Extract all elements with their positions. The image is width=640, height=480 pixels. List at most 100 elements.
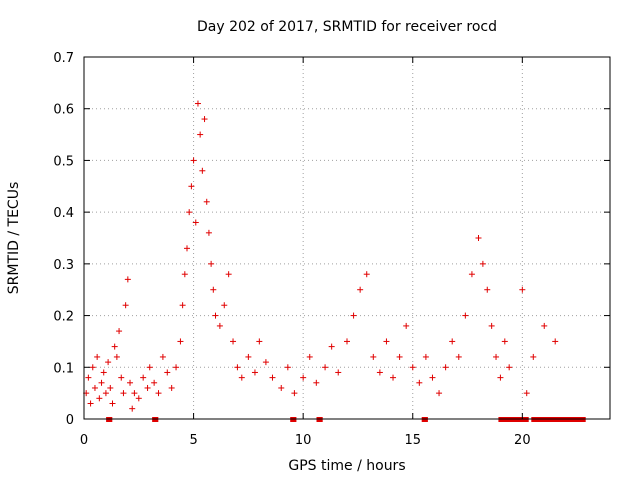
- data-point: [94, 353, 101, 360]
- data-point: [173, 364, 180, 371]
- data-point: [109, 400, 116, 407]
- data-point: [234, 364, 241, 371]
- data-point: [475, 235, 482, 241]
- data-point: [151, 379, 158, 386]
- data-point: [493, 353, 500, 360]
- data-point: [238, 374, 245, 381]
- data-point: [98, 379, 105, 386]
- data-point: [164, 369, 171, 376]
- data-point: [131, 390, 138, 397]
- data-point: [462, 312, 469, 319]
- data-point: [501, 338, 508, 345]
- x-tick-label: 15: [404, 433, 421, 448]
- data-point: [245, 353, 252, 360]
- data-point: [194, 100, 201, 107]
- data-point: [390, 374, 397, 381]
- chart-title: Day 202 of 2017, SRMTID for receiver roc…: [197, 19, 497, 35]
- data-point: [184, 245, 191, 252]
- data-point: [129, 405, 136, 412]
- data-point: [107, 384, 114, 391]
- data-point: [221, 302, 228, 309]
- data-point: [111, 343, 118, 350]
- data-point: [328, 343, 335, 350]
- data-point: [91, 384, 98, 391]
- data-point: [210, 286, 217, 293]
- data-point: [436, 390, 443, 397]
- x-tick-label: 0: [80, 433, 88, 448]
- data-point: [479, 260, 486, 267]
- data-point: [190, 157, 197, 164]
- data-point: [519, 286, 526, 293]
- data-point: [216, 322, 223, 329]
- data-point: [201, 116, 208, 123]
- data-point: [449, 338, 456, 345]
- y-tick-label: 0.2: [53, 310, 74, 325]
- data-point: [497, 374, 504, 381]
- data-point: [230, 338, 237, 345]
- data-point: [530, 353, 537, 360]
- data-point: [159, 353, 166, 360]
- data-point: [409, 364, 416, 371]
- data-point: [85, 374, 92, 381]
- y-tick-label: 0.4: [53, 206, 74, 221]
- data-point: [89, 364, 96, 371]
- data-point: [422, 353, 429, 360]
- data-point: [127, 379, 134, 386]
- data-point: [552, 338, 559, 345]
- data-point: [144, 384, 151, 391]
- data-point: [541, 322, 548, 329]
- data-point: [96, 395, 103, 402]
- data-point: [256, 338, 263, 345]
- data-point: [300, 374, 307, 381]
- data-point: [344, 338, 350, 345]
- data-point: [335, 369, 342, 376]
- data-point: [350, 312, 357, 319]
- axis-ticks: 0 5 10 15 20 0 0.1 0.2 0.3 0.4 0.5 0.6 0.7: [53, 51, 610, 448]
- plot-frame: [83, 56, 611, 420]
- data-point: [357, 286, 364, 293]
- data-point: [168, 384, 175, 391]
- data-point: [122, 302, 129, 309]
- data-point: [113, 353, 120, 360]
- data-point: [363, 271, 370, 278]
- data-point: [188, 183, 195, 190]
- data-point: [181, 271, 188, 278]
- data-point: [442, 364, 449, 371]
- data-point: [116, 328, 123, 335]
- data-point: [396, 353, 403, 360]
- data-point: [278, 384, 285, 391]
- data-point: [484, 286, 491, 293]
- data-point: [262, 359, 269, 366]
- data-point: [105, 359, 112, 366]
- data-point: [118, 374, 125, 381]
- data-point: [124, 276, 131, 283]
- data-point: [370, 353, 377, 360]
- data-point: [284, 364, 291, 371]
- data-point: [225, 271, 232, 278]
- data-point: [177, 338, 184, 345]
- data-point: [251, 369, 258, 376]
- x-tick-label: 10: [295, 433, 312, 448]
- data-point: [208, 260, 215, 267]
- data-point: [87, 400, 94, 407]
- data-point: [403, 322, 410, 329]
- data-point: [186, 209, 193, 216]
- y-tick-label: 0: [66, 413, 74, 428]
- y-tick-label: 0.3: [53, 258, 74, 273]
- x-tick-label: 5: [189, 433, 197, 448]
- data-point: [313, 379, 320, 386]
- data-point: [468, 271, 475, 278]
- data-point: [269, 374, 276, 381]
- data-point: [102, 390, 109, 397]
- data-point: [376, 369, 383, 376]
- data-point: [306, 353, 313, 360]
- data-point: [203, 198, 210, 205]
- data-point: [100, 369, 107, 376]
- y-axis-title: SRMTID / TECUs: [6, 182, 22, 295]
- data-points: [83, 100, 559, 412]
- data-point: [146, 364, 153, 371]
- data-point: [212, 312, 219, 319]
- x-tick-label: 20: [514, 433, 531, 448]
- data-point: [429, 374, 436, 381]
